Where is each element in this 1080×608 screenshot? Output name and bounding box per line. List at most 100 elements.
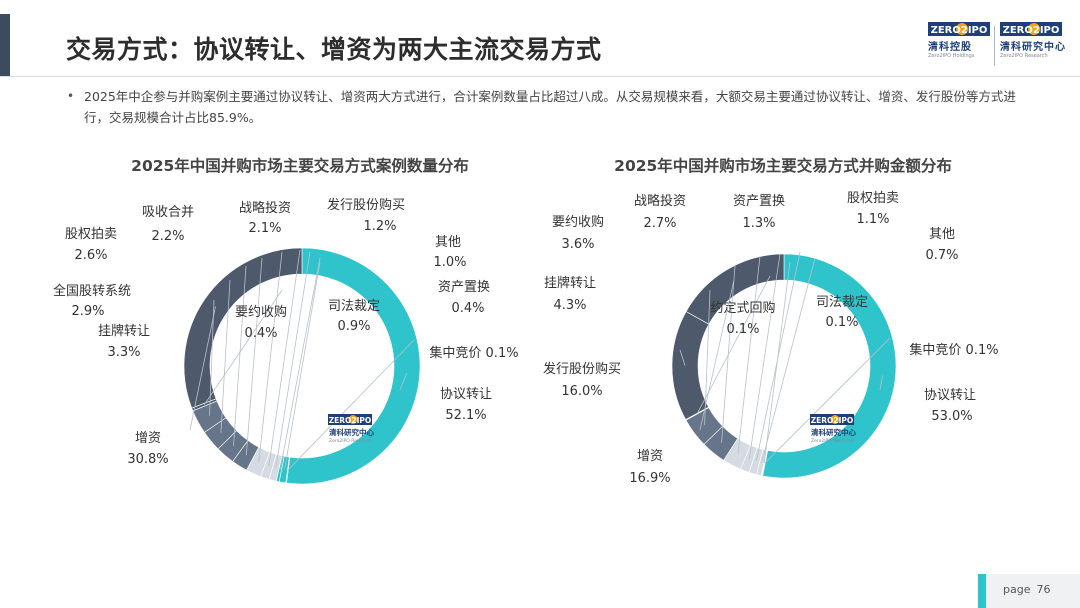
page-number: 76: [1036, 583, 1051, 596]
slice-label: 协议转让: [924, 388, 976, 403]
leader-line: [761, 257, 816, 463]
watermark-mark-text: ZERO2IPO: [811, 416, 854, 425]
header-accent-bar: [0, 14, 10, 76]
slice-value-label: 2.2%: [151, 229, 184, 244]
leader-line: [279, 257, 321, 469]
slice-value-label: 1.1%: [856, 212, 889, 227]
logo-mark-text: ZERO2IPO: [1003, 25, 1060, 36]
slice-value-label: 0.9%: [337, 319, 370, 334]
leader-line: [399, 372, 408, 391]
logo-mark-text: ZERO2IPO: [931, 25, 988, 36]
leader-line: [699, 280, 735, 431]
watermark-mark-text: ZERO2IPO: [329, 416, 372, 425]
slice-label: 全国股转系统: [53, 283, 131, 299]
slice-value-label: 1.2%: [363, 219, 396, 234]
donut-slice: [685, 253, 785, 325]
slice-label: 集中竞价 0.1%: [909, 342, 998, 358]
slice-value-label: 2.6%: [74, 248, 107, 263]
leader-line: [275, 251, 311, 468]
leader-line: [220, 279, 231, 433]
leader-line: [755, 251, 801, 462]
zero2ipo-logo-mark: ZERO2IPO: [928, 22, 990, 36]
leader-line: [764, 337, 891, 464]
summary-bullet: • 2025年中企参与并购案例主要通过协议转让、增资两大方式进行，合计案例数量占…: [64, 86, 1024, 128]
leader-line: [233, 265, 247, 446]
watermark-en: Zero2IPO Research: [811, 438, 854, 444]
slice-value-label: 3.6%: [561, 237, 594, 252]
leader-line: [748, 253, 781, 459]
slice-value-label: 2.1%: [248, 221, 281, 236]
chart-title-case-count: 2025年中国并购市场主要交易方式案例数量分布: [131, 157, 469, 175]
watermark-en: Zero2IPO Research: [329, 438, 372, 444]
zero2ipo-holdings-logo: ZERO2IPO 清科控股 Zero2IPO Holdings: [928, 22, 990, 59]
leader-line: [679, 349, 686, 366]
slice-label: 司法裁定: [328, 298, 380, 314]
zero2ipo-research-logo: ZERO2IPO 清科研究中心 Zero2IPO Research: [1000, 22, 1066, 59]
slice-value-label: 4.3%: [553, 298, 586, 313]
leader-line: [737, 255, 761, 454]
slice-label: 集中竞价 0.1%: [429, 345, 518, 361]
donut-chart-2: 协议转让 53.0% 集中竞价 0.1% 司法裁定 0.1% 其他 0.7% 股权拍卖 1.1%…: [543, 190, 999, 486]
leader-line: [204, 289, 283, 405]
slice-value-label: 3.3%: [107, 345, 140, 360]
leader-line: [696, 275, 771, 414]
logo-research-cn: 清科研究中心: [1000, 42, 1066, 53]
slice-label: 吸收合并: [142, 205, 194, 220]
slice-label: 增资: [637, 449, 663, 464]
logo-holdings-en: Zero2IPO Holdings: [928, 53, 975, 59]
page-footer: [978, 574, 1080, 608]
slice-value-label: 0.1%: [726, 322, 759, 337]
watermark-mark-circle: [348, 415, 358, 424]
slice-label: 司法裁定: [816, 294, 868, 310]
donut-slice: [671, 311, 710, 420]
zero2ipo-logo-mark: ZERO2IPO: [1000, 22, 1062, 36]
slice-label: 发行股份购买: [327, 197, 405, 213]
slice-value-label: 52.1%: [445, 408, 486, 423]
page-footer-accent: [978, 574, 986, 608]
slice-value-label: 53.0%: [931, 409, 972, 424]
slice-value-label: 2.9%: [71, 304, 104, 319]
logo-holdings-cn: 清科控股: [928, 42, 972, 53]
slice-label: 资产置换: [438, 280, 490, 295]
logo-divider: [994, 26, 995, 66]
slice-label: 发行股份购买: [543, 361, 621, 377]
slice-label: 约定式回购: [710, 300, 775, 316]
slice-label: 协议转让: [440, 387, 492, 402]
slice-label: 资产置换: [733, 194, 785, 209]
page-indicator: page 76: [1003, 583, 1050, 596]
slice-label: 挂牌转让: [98, 323, 150, 339]
slice-label: 增资: [135, 431, 161, 446]
page-title: 交易方式：协议转让、增资为两大主流交易方式: [66, 35, 602, 64]
slice-label: 要约收购: [552, 214, 604, 230]
summary-text: 2025年中企参与并购案例主要通过协议转让、增资两大方式进行，合计案例数量占比超…: [84, 89, 1016, 125]
logo-research-en: Zero2IPO Research: [1000, 53, 1048, 59]
donut-slice: [762, 253, 897, 479]
slice-label: 其他: [929, 227, 955, 242]
leader-line: [879, 375, 883, 391]
donut-slice: [183, 247, 303, 409]
chart-title-amount: 2025年中国并购市场主要交易方式并购金额分布: [614, 157, 952, 175]
slice-value-label: 16.9%: [629, 471, 670, 486]
slice-value-label: 16.0%: [561, 384, 602, 399]
slice-value-label: 0.4%: [244, 326, 277, 341]
leader-line: [268, 249, 301, 466]
page-label: page: [1003, 583, 1031, 596]
slice-label: 股权拍卖: [65, 226, 117, 242]
leader-line: [189, 306, 216, 431]
slice-label: 挂牌转让: [544, 275, 596, 291]
slice-value-label: 1.3%: [742, 216, 775, 231]
watermark-cn: 清科研究中心: [329, 427, 374, 437]
bullet-dot-icon: •: [67, 89, 75, 103]
slice-label: 要约收购: [235, 304, 287, 320]
watermark-mark-circle: [830, 415, 840, 424]
header-divider: [0, 76, 1080, 77]
slice-value-label: 0.1%: [825, 315, 858, 330]
leader-line: [284, 261, 321, 470]
donut-slice: [286, 247, 421, 485]
slice-value-label: 30.8%: [127, 452, 168, 467]
watermark-cn: 清科研究中心: [811, 427, 856, 437]
slice-value-label: 0.4%: [451, 301, 484, 316]
